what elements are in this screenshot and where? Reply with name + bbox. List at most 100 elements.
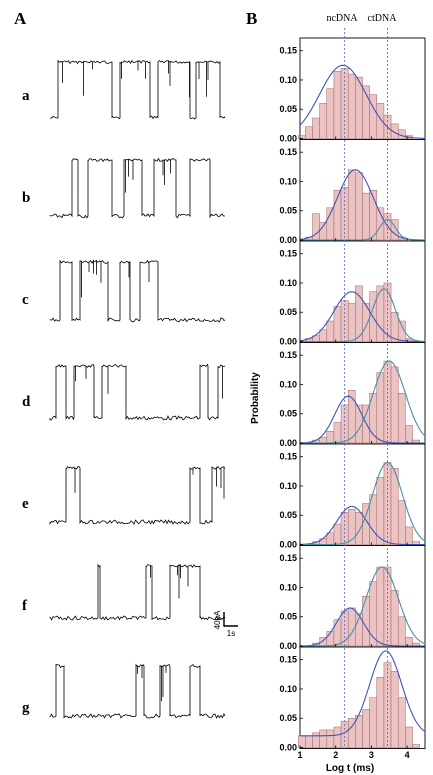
histogram-bar bbox=[390, 671, 399, 748]
gaussian-fit-curve bbox=[300, 218, 425, 241]
x-tick-2: 2 bbox=[333, 750, 338, 760]
histogram-bar bbox=[333, 422, 342, 444]
scale-bar-lines bbox=[223, 612, 238, 627]
panel-a-label: A bbox=[14, 9, 27, 28]
histogram-bar bbox=[383, 566, 392, 647]
histogram-bar bbox=[390, 366, 399, 444]
y-tick-label: 0.15 bbox=[279, 655, 297, 665]
gaussian-fit-curve bbox=[299, 291, 425, 343]
gaussian-fit-curve bbox=[300, 288, 425, 343]
histogram-bar bbox=[312, 732, 320, 748]
current-trace-b bbox=[49, 157, 225, 219]
histogram-bar bbox=[305, 126, 313, 139]
ctdna-label: ctDNA bbox=[368, 13, 398, 24]
row-label-a: a bbox=[22, 88, 30, 104]
histogram-bar bbox=[390, 590, 399, 647]
histogram-bar bbox=[362, 192, 370, 241]
current-trace-a bbox=[49, 59, 226, 120]
y-tick-label: 0.15 bbox=[279, 350, 297, 360]
histogram-bar bbox=[376, 372, 385, 444]
gaussian-fit-curve bbox=[299, 607, 425, 647]
histogram-bar bbox=[369, 697, 378, 748]
current-traces bbox=[49, 59, 226, 719]
histogram-bar bbox=[369, 581, 378, 647]
y-tick-label: 0.15 bbox=[279, 46, 297, 56]
x-axis-title: Log t (ms) bbox=[326, 763, 374, 774]
histogram-bar bbox=[347, 73, 356, 139]
gaussian-fit-curve bbox=[300, 505, 425, 546]
y-tick-label: 0.15 bbox=[279, 249, 297, 259]
histogram-e: 0.00 0.05 0.10 0.15 bbox=[279, 443, 426, 550]
histogram-bar bbox=[405, 726, 413, 748]
scale-time-label: 1s bbox=[227, 629, 235, 638]
histogram-bar bbox=[390, 468, 399, 545]
y-tick-label: 0.00 bbox=[279, 438, 297, 448]
histogram-bar bbox=[312, 117, 320, 139]
current-trace-c bbox=[49, 259, 226, 323]
histogram-bar bbox=[326, 431, 335, 444]
row-label-g: g bbox=[22, 700, 30, 716]
y-tick-label: 0.05 bbox=[279, 104, 297, 114]
ncdna-label: ncDNA bbox=[326, 13, 358, 24]
histogram-bar bbox=[397, 697, 406, 748]
histogram-bar bbox=[319, 436, 328, 444]
scale-bar: 40pA 1s bbox=[213, 610, 238, 638]
histogram-bar bbox=[297, 735, 306, 748]
y-tick-label: 0.10 bbox=[279, 582, 297, 592]
row-label-c: c bbox=[22, 292, 29, 308]
histogram-bar bbox=[326, 320, 335, 342]
y-tick-label: 0.05 bbox=[279, 409, 297, 419]
histogram-bar bbox=[412, 744, 420, 748]
histogram-bar bbox=[405, 636, 413, 647]
histogram-bar bbox=[397, 616, 406, 647]
y-tick-label: 0.00 bbox=[279, 134, 297, 144]
gaussian-fit-curve bbox=[300, 650, 426, 737]
histogram-bar bbox=[405, 526, 413, 545]
histogram-bar bbox=[376, 285, 385, 342]
gaussian-fit-curve bbox=[300, 395, 425, 444]
row-label-f: f bbox=[22, 598, 28, 614]
histogram-bar bbox=[333, 726, 342, 748]
y-tick-label: 0.00 bbox=[279, 743, 297, 753]
y-tick-label: 0.05 bbox=[279, 307, 297, 317]
histogram-bar bbox=[397, 500, 406, 545]
reference-lines bbox=[344, 28, 388, 749]
current-trace-d bbox=[49, 363, 226, 421]
y-tick-label: 0.10 bbox=[279, 379, 297, 389]
histogram-bar bbox=[347, 303, 356, 342]
histogram-bar bbox=[355, 512, 363, 545]
row-label-d: d bbox=[22, 394, 31, 410]
histogram-bar bbox=[340, 68, 349, 139]
gaussian-fit-curve bbox=[300, 566, 426, 647]
current-trace-f bbox=[49, 563, 226, 621]
histogram-c: 0.00 0.05 0.10 0.15 bbox=[279, 240, 426, 347]
y-tick-label: 0.05 bbox=[279, 713, 297, 723]
y-tick-label: 0.10 bbox=[279, 278, 297, 288]
y-tick-label: 0.15 bbox=[279, 452, 297, 462]
histogram-bar bbox=[405, 425, 413, 444]
histogram-bar bbox=[333, 306, 342, 342]
y-axis-title: Probability bbox=[250, 372, 261, 424]
panel-b-label: B bbox=[246, 9, 257, 28]
y-tick-label: 0.10 bbox=[279, 481, 297, 491]
gaussian-fit-curve bbox=[299, 64, 426, 139]
current-trace-e bbox=[49, 465, 225, 526]
row-label-b: b bbox=[22, 190, 30, 206]
histogram-bar bbox=[305, 735, 313, 748]
histogram-bar bbox=[376, 476, 385, 545]
y-tick-label: 0.15 bbox=[279, 553, 297, 563]
histogram-d: 0.00 0.05 0.10 0.15 bbox=[279, 342, 426, 448]
histogram-bar bbox=[355, 172, 363, 241]
y-tick-label: 0.00 bbox=[279, 641, 297, 651]
histogram-bar bbox=[362, 709, 370, 748]
row-labels: a b c d e f g bbox=[22, 88, 31, 716]
y-tick-label: 0.15 bbox=[279, 147, 297, 157]
histogram-bar bbox=[362, 596, 370, 647]
histogram-bar bbox=[319, 729, 328, 748]
histogram-bar bbox=[397, 393, 406, 444]
x-tick-4: 4 bbox=[405, 750, 410, 760]
row-label-e: e bbox=[22, 496, 29, 512]
y-tick-label: 0.10 bbox=[279, 684, 297, 694]
y-tick-label: 0.10 bbox=[279, 176, 297, 186]
